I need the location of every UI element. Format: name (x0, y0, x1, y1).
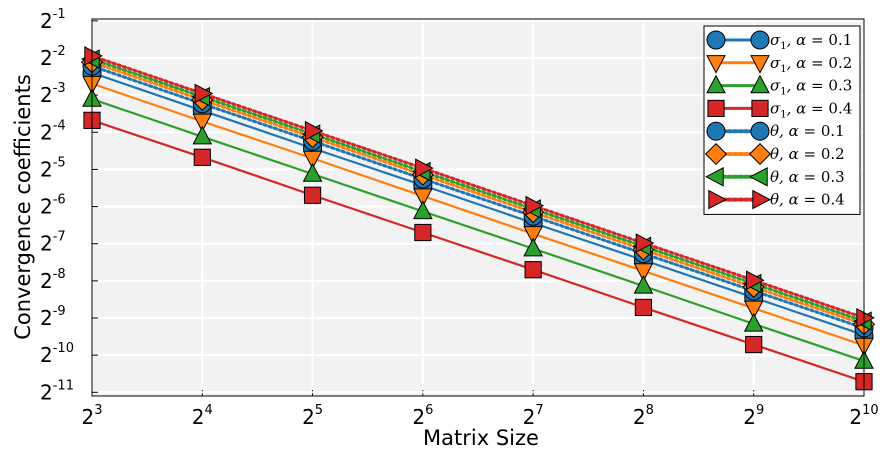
series-line-2 (91, 82, 865, 347)
series-line-5 (90, 64, 866, 330)
data-point-s3-6 (633, 275, 654, 294)
legend-marker-left-5 (706, 121, 726, 141)
legend-marker-left-3 (706, 74, 726, 94)
y-tick-label: 2-2 (40, 44, 66, 70)
series-line-4 (91, 119, 865, 383)
data-point-s8-5 (525, 195, 545, 216)
x-tick-label: 28 (633, 403, 654, 429)
series-line-3 (91, 98, 865, 363)
y-tick-label: 2-10 (40, 341, 74, 367)
x-tick-label: 210 (849, 403, 878, 429)
legend-entry-3: σ1, α = 0.3 (770, 77, 852, 98)
plot-frame (91, 18, 865, 397)
legend-box (703, 25, 861, 215)
legend-marker-right-4 (751, 99, 769, 118)
legend-marker-left-2 (706, 55, 726, 74)
data-point-s2-2 (192, 113, 213, 133)
data-point-s3-2 (192, 125, 213, 145)
data-point-s4-2 (193, 148, 211, 166)
x-tick-label: 26 (412, 403, 433, 429)
data-point-s3-5 (523, 237, 543, 257)
legend-entry-8: θ, α = 0.4 (770, 191, 845, 209)
data-point-s4-5 (524, 261, 542, 279)
x-tick-label: 24 (192, 403, 213, 429)
data-point-s8-7 (746, 270, 765, 291)
x-tick-label: 25 (302, 403, 323, 429)
legend-marker-right-6 (748, 142, 772, 166)
data-point-s4-7 (745, 335, 763, 354)
y-axis-label: Convergence coefficients (11, 74, 35, 340)
series-line-8 (90, 54, 866, 320)
data-point-s8-6 (635, 233, 655, 253)
x-axis-label: Matrix Size (423, 426, 539, 450)
legend-marker-left-4 (707, 99, 725, 118)
x-axis-tick-labels: 23 24 25 26 27 28 29 210 (81, 403, 878, 429)
data-point-s3-3 (302, 163, 323, 182)
legend-marker-left-6 (704, 142, 728, 166)
x-tick-label: 23 (81, 403, 102, 429)
series-line-1 (91, 71, 865, 337)
y-tick-label: 2-5 (40, 155, 66, 181)
legend-marker-right-5 (750, 121, 770, 141)
data-point-s4-3 (303, 186, 322, 204)
legend-marker-left-7 (705, 166, 724, 187)
legend-marker-right-7 (749, 166, 768, 187)
data-point-s3-4 (413, 200, 433, 220)
data-point-s2-6 (633, 263, 654, 282)
series-line-7 (90, 57, 866, 323)
y-tick-label: 2-7 (40, 230, 66, 256)
y-tick-label: 2-4 (40, 118, 66, 144)
data-point-s2-5 (523, 226, 543, 245)
legend-entry-1: σ1, α = 0.1 (770, 31, 852, 52)
legend-marker-right-8 (752, 189, 771, 210)
data-point-s2-7 (743, 300, 764, 320)
legend: σ1, α = 0.1σ1, α = 0.2σ1, α = 0.3σ1, α =… (703, 25, 861, 215)
data-series (80, 46, 876, 391)
data-point-s2-3 (302, 150, 323, 170)
y-tick-label: 2-3 (40, 81, 66, 107)
data-point-s8-2 (194, 83, 214, 104)
x-tick-label: 29 (743, 403, 764, 429)
legend-entry-4: σ1, α = 0.4 (770, 99, 852, 120)
legend-entry-7: θ, α = 0.3 (770, 168, 845, 186)
data-point-s8-8 (856, 307, 875, 328)
legend-entry-5: θ, α = 0.1 (770, 122, 845, 140)
legend-entry-2: σ1, α = 0.2 (770, 54, 852, 75)
y-tick-label: 2-8 (40, 267, 66, 293)
legend-marker-right-1 (750, 30, 770, 50)
legend-marker-left-8 (708, 189, 727, 210)
y-axis-tick-labels: 2-1 2-2 2-3 2-4 2-5 2-6 2-7 2-8 2-9 2-10 2-11 (40, 7, 74, 404)
data-point-s8-3 (304, 120, 324, 141)
series-line-6 (90, 60, 866, 326)
data-point-s8-4 (415, 158, 434, 178)
y-tick-label: 2-11 (40, 378, 74, 404)
data-point-s3-7 (743, 312, 764, 332)
data-point-s4-4 (414, 223, 432, 242)
data-point-s4-6 (634, 298, 653, 317)
y-tick-label: 2-9 (40, 304, 66, 330)
legend-marker-left-1 (706, 30, 726, 50)
y-tick-label: 2-1 (40, 7, 66, 33)
legend-entry-6: θ, α = 0.2 (770, 145, 845, 163)
x-tick-label: 27 (523, 403, 544, 429)
legend-marker-right-3 (750, 74, 770, 94)
series-lines (90, 54, 866, 383)
y-tick-label: 2-6 (40, 193, 66, 219)
legend-marker-right-2 (750, 55, 770, 74)
data-point-s2-4 (413, 188, 433, 208)
data-point-s8-1 (84, 46, 103, 66)
